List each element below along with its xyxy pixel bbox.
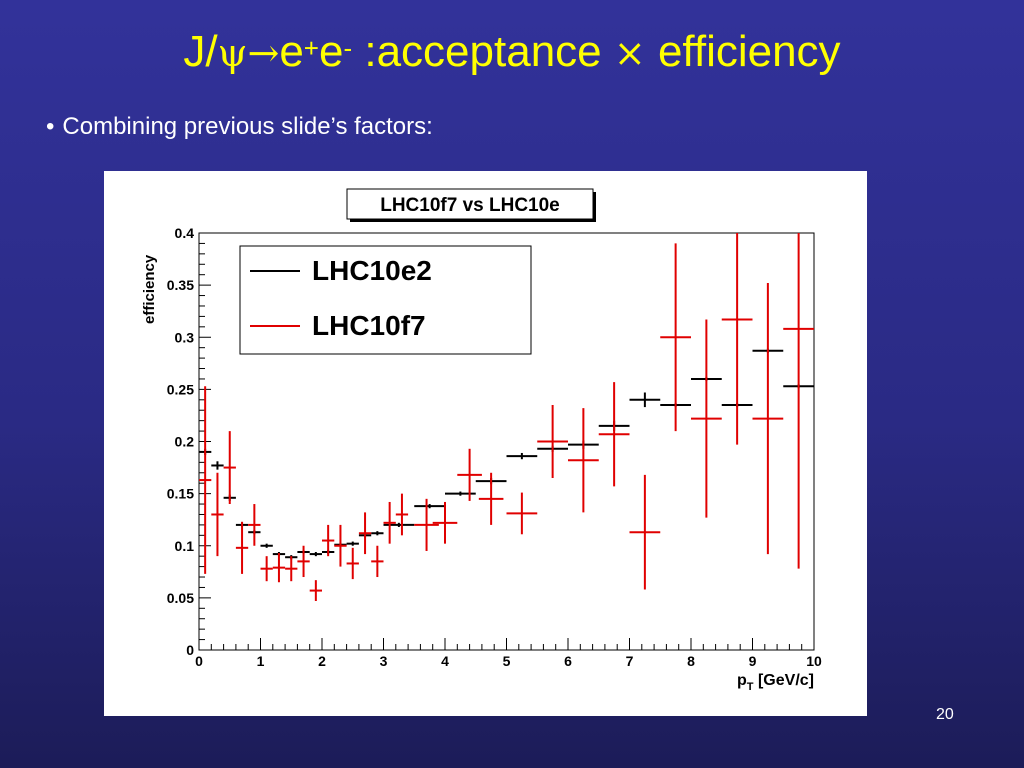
data-point [568, 408, 599, 513]
x-tick-label: 1 [257, 653, 265, 669]
y-tick-label: 0.25 [167, 381, 194, 397]
data-point [457, 448, 482, 501]
data-point [383, 522, 415, 527]
y-tick-label: 0.2 [175, 434, 195, 450]
efficiency-chart: LHC10f7 vs LHC10e 0 1 2 3 4 5 6 7 8 9 10 0 0.05 0.1 0.… [141, 188, 822, 693]
data-point [478, 472, 504, 525]
data-point [272, 553, 286, 583]
data-point [506, 492, 538, 535]
data-point [629, 474, 661, 590]
data-point [506, 452, 538, 460]
y-tick-label: 0.35 [167, 277, 194, 293]
x-tick-label: 10 [806, 653, 822, 669]
data-point [322, 524, 335, 557]
chart-title-box: LHC10f7 vs LHC10e [346, 188, 596, 222]
data-point [721, 233, 753, 445]
slide-number: 20 [936, 706, 954, 723]
x-tick-label: 6 [564, 653, 572, 669]
bullet-dot: • [46, 113, 55, 140]
x-tick-label: 2 [318, 653, 326, 669]
data-point [346, 541, 359, 546]
y-tick-label: 0.3 [175, 329, 195, 345]
data-point [598, 382, 630, 487]
x-tick-label: 7 [626, 653, 634, 669]
x-tick-label: 9 [749, 653, 757, 669]
data-point [346, 547, 359, 580]
psi-symbol: ψ [217, 31, 248, 75]
data-point [371, 545, 384, 578]
data-point [783, 233, 814, 569]
x-tick-label: 4 [441, 653, 449, 669]
chart-title: LHC10f7 vs LHC10e [380, 195, 560, 216]
x-tick-label: 3 [380, 653, 388, 669]
legend-label-lhc10f7: LHC10f7 [312, 310, 426, 341]
data-point [537, 405, 568, 478]
data-point [260, 556, 273, 582]
y-tick-label: 0.4 [175, 225, 195, 241]
data-point [285, 556, 298, 582]
data-point [752, 283, 784, 555]
legend-label-lhc10e2: LHC10e2 [312, 255, 432, 286]
data-point [309, 580, 322, 602]
times-symbol: × [613, 31, 646, 75]
data-point [383, 501, 396, 544]
legend-box: LHC10e2 LHC10f7 [239, 245, 532, 355]
data-point [358, 512, 372, 555]
data-point [199, 386, 212, 574]
y-tick-label: 0.15 [167, 486, 194, 502]
data-point [371, 531, 384, 536]
data-point [414, 498, 439, 551]
series-LHC10e2 [199, 348, 814, 560]
x-axis-label: pT [GeV/c] [737, 672, 814, 693]
data-point [211, 472, 224, 557]
x-tick-label: 8 [687, 653, 695, 669]
data-point [414, 504, 445, 509]
x-tick-label: 5 [503, 653, 511, 669]
data-point [260, 543, 273, 548]
data-point [691, 319, 722, 518]
y-axis-label: efficiency [141, 254, 158, 324]
chart-panel: LHC10f7 vs LHC10e 0 1 2 3 4 5 6 7 8 9 10 0 0.05 0.1 0.… [104, 171, 867, 716]
y-tick-label: 0.05 [167, 590, 194, 606]
data-point [309, 552, 322, 557]
data-point [334, 524, 347, 567]
x-tick-label: 0 [195, 653, 203, 669]
data-point [211, 461, 224, 470]
data-point [395, 493, 409, 536]
bullet-text: Combining previous slide’s factors: [62, 113, 433, 140]
y-tick-label: 0.1 [175, 538, 195, 554]
bullet-item: • Combining previous slide’s factors: [46, 112, 433, 142]
data-point [235, 521, 249, 574]
data-point [297, 545, 310, 578]
y-tick-label: 0 [186, 642, 194, 658]
data-point [445, 491, 476, 496]
series-LHC10f7 [199, 233, 814, 602]
data-point [629, 392, 661, 408]
slide-title: J/ψ→e+e- :acceptance × efficiency [183, 27, 841, 76]
data-point [248, 504, 261, 546]
data-point [660, 243, 691, 432]
data-point [223, 431, 236, 505]
arrow-symbol: → [247, 31, 280, 75]
data-point [432, 501, 458, 544]
